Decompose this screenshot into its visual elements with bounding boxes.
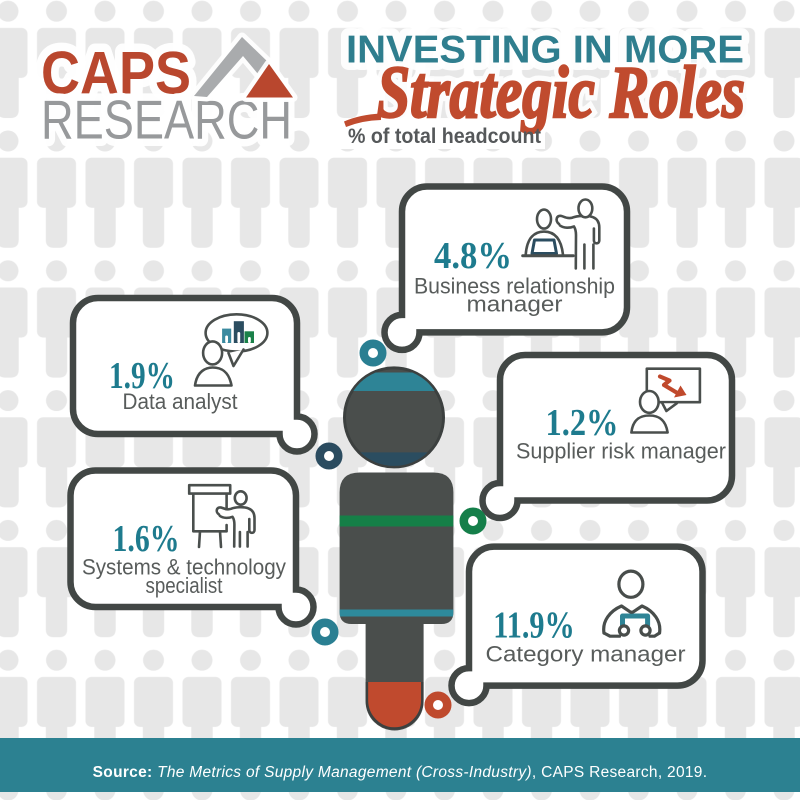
svg-text:Data analyst: Data analyst bbox=[123, 389, 239, 414]
svg-text:1.9%: 1.9% bbox=[109, 355, 175, 397]
svg-text:Systems & technology: Systems & technology bbox=[82, 555, 287, 580]
svg-text:1.2%: 1.2% bbox=[546, 402, 619, 444]
svg-text:Strategic Roles: Strategic Roles bbox=[377, 52, 745, 134]
svg-text:Source: The Metrics of Supply: Source: The Metrics of Supply Management… bbox=[93, 764, 708, 781]
svg-text:Supplier risk manager: Supplier risk manager bbox=[516, 438, 726, 463]
svg-text:CAPS: CAPS bbox=[41, 40, 191, 107]
svg-text:4.8%: 4.8% bbox=[434, 235, 512, 277]
svg-text:% of total headcount: % of total headcount bbox=[348, 125, 541, 148]
svg-text:INVESTING IN MORE: INVESTING IN MORE bbox=[346, 28, 744, 71]
svg-text:Strategic Roles: Strategic Roles bbox=[377, 52, 745, 134]
svg-text:Category manager: Category manager bbox=[486, 641, 686, 666]
svg-text:specialist: specialist bbox=[146, 573, 224, 598]
svg-text:11.9%: 11.9% bbox=[493, 605, 575, 647]
svg-text:manager: manager bbox=[467, 292, 563, 317]
svg-text:Business relationship: Business relationship bbox=[414, 273, 615, 298]
svg-text:1.6%: 1.6% bbox=[113, 518, 180, 560]
